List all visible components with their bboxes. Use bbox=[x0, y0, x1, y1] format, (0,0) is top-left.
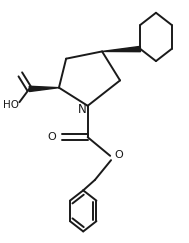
Polygon shape bbox=[29, 86, 59, 92]
Text: HO: HO bbox=[2, 100, 19, 110]
Text: N: N bbox=[78, 103, 87, 116]
Text: O: O bbox=[114, 150, 123, 160]
Text: O: O bbox=[47, 132, 56, 142]
Polygon shape bbox=[102, 46, 140, 52]
